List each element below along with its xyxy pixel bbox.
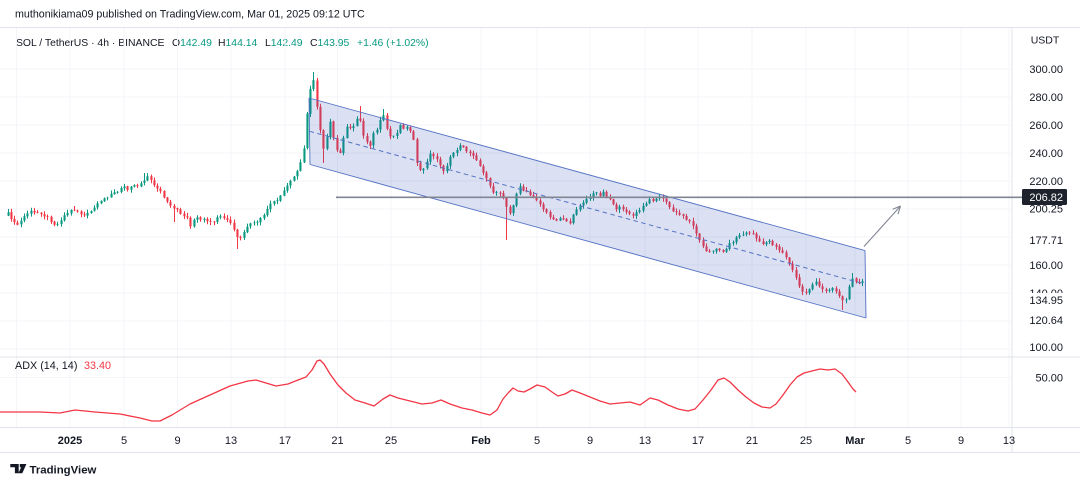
svg-text:200.25: 200.25	[1029, 204, 1063, 216]
svg-text:9: 9	[174, 435, 180, 447]
svg-text:5: 5	[121, 435, 127, 447]
svg-text:13: 13	[639, 435, 651, 447]
svg-text:13: 13	[1003, 435, 1015, 447]
svg-text:25: 25	[800, 435, 812, 447]
svg-text:TradingView: TradingView	[30, 465, 97, 477]
svg-text:100.00: 100.00	[1029, 342, 1063, 354]
svg-text:17: 17	[279, 435, 291, 447]
svg-text:9: 9	[958, 435, 964, 447]
svg-text:21: 21	[331, 435, 343, 447]
svg-text:240.00: 240.00	[1029, 148, 1063, 160]
svg-text:2025: 2025	[58, 435, 82, 447]
svg-text:USDT: USDT	[1031, 35, 1060, 47]
svg-text:5: 5	[534, 435, 540, 447]
svg-text:Mar: Mar	[845, 435, 865, 447]
svg-text:13: 13	[225, 435, 237, 447]
svg-text:21: 21	[746, 435, 758, 447]
svg-text:5: 5	[905, 435, 911, 447]
svg-text:300.00: 300.00	[1029, 64, 1063, 76]
svg-text:25: 25	[385, 435, 397, 447]
svg-text:177.71: 177.71	[1029, 235, 1063, 247]
svg-text:160.00: 160.00	[1029, 260, 1063, 272]
svg-text:50.00: 50.00	[1035, 373, 1063, 385]
svg-text:9: 9	[587, 435, 593, 447]
svg-text:muthonikiama09 published on Tr: muthonikiama09 published on TradingView.…	[15, 9, 365, 21]
svg-text:120.64: 120.64	[1029, 315, 1063, 327]
svg-text:260.00: 260.00	[1029, 120, 1063, 132]
svg-text:134.95: 134.95	[1029, 295, 1063, 307]
svg-text:17: 17	[692, 435, 704, 447]
svg-text:206.82: 206.82	[1029, 192, 1063, 204]
svg-text:ADX (14, 14)33.40: ADX (14, 14) 33.40	[15, 360, 111, 372]
svg-text:Feb: Feb	[471, 435, 491, 447]
svg-text:280.00: 280.00	[1029, 92, 1063, 104]
svg-text:220.00: 220.00	[1029, 176, 1063, 188]
